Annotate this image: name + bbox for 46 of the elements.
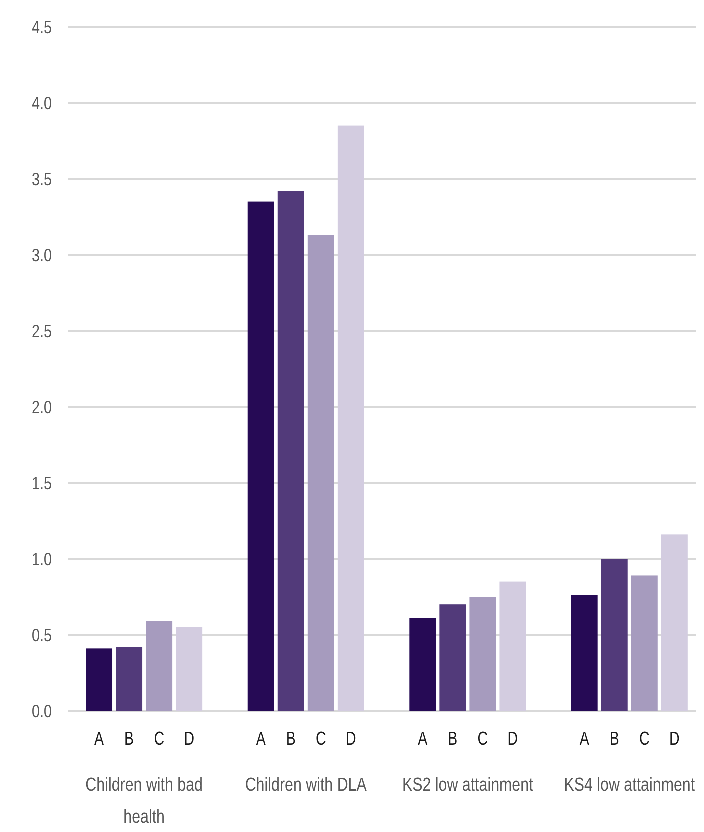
series-label: A <box>94 728 105 750</box>
y-tick-label: 3.5 <box>32 170 52 190</box>
bar <box>410 618 436 711</box>
bar <box>661 534 688 711</box>
text: B <box>448 728 458 750</box>
bar <box>308 235 334 711</box>
bar <box>500 582 526 711</box>
bar <box>601 559 628 711</box>
bar <box>176 627 203 711</box>
text: A <box>418 728 428 750</box>
text: A <box>580 728 590 750</box>
bar <box>116 647 143 711</box>
bar <box>248 202 274 711</box>
y-tick-label: 4.0 <box>32 94 52 114</box>
y-tick-label: 0.0 <box>32 702 52 722</box>
x-tick-label: Children with bad health <box>86 773 203 828</box>
y-tick-label: 3.0 <box>32 246 52 266</box>
text: C <box>316 728 326 750</box>
bar <box>631 576 658 711</box>
text: A <box>256 728 266 750</box>
bar <box>338 126 364 711</box>
series-label: B <box>124 728 134 750</box>
y-tick-label: 2.0 <box>32 398 52 418</box>
bar <box>86 648 113 711</box>
bar <box>146 621 173 711</box>
bar <box>571 595 598 711</box>
x-tick-label: KS2 low attainment <box>402 773 534 796</box>
text: D <box>670 728 680 750</box>
series-label: D <box>184 728 195 750</box>
text: B <box>610 728 620 750</box>
text: B <box>286 728 296 750</box>
bar <box>470 597 496 711</box>
y-tick-label: 0.5 <box>32 626 52 646</box>
y-tick-label: 1.0 <box>32 550 52 570</box>
series-label: C <box>154 728 164 750</box>
y-tick-label: 2.5 <box>32 322 52 342</box>
text: C <box>478 728 488 750</box>
y-tick-label: 4.5 <box>32 18 52 38</box>
bar <box>278 191 304 711</box>
x-tick-label: Children with DLA <box>245 773 368 796</box>
y-tick-label: 1.5 <box>32 474 52 494</box>
bar <box>440 604 466 711</box>
text: D <box>346 728 356 750</box>
text: C <box>640 728 650 750</box>
text: D <box>508 728 518 750</box>
x-tick-label: KS4 low attainment <box>564 773 696 796</box>
